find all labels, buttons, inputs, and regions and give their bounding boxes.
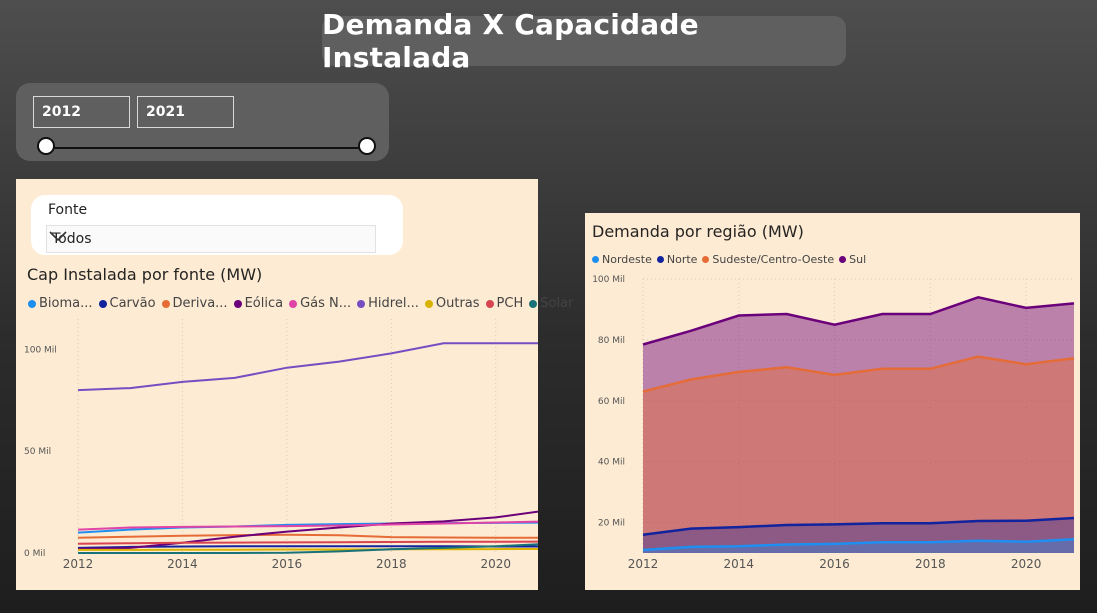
y-tick-label: 100 Mil	[24, 345, 57, 355]
chevron-down-icon[interactable]	[47, 226, 69, 246]
legend-dot-icon	[161, 299, 170, 308]
cap-legend-item[interactable]: Carvão	[98, 296, 156, 311]
x-tick-label: 2014	[167, 557, 198, 571]
legend-label: Deriva...	[172, 296, 228, 311]
area-fill-nordeste	[643, 539, 1074, 553]
x-tick-label: 2014	[724, 557, 755, 571]
cap-legend-item[interactable]: Outras	[424, 296, 480, 311]
legend-dot-icon	[702, 256, 710, 263]
legend-label: Norte	[666, 253, 698, 266]
demanda-panel: Demanda por região (MW) Nordeste Norte Sud…	[585, 213, 1080, 590]
x-tick-label: 2012	[628, 557, 659, 571]
end-year-input[interactable]: 2021	[137, 96, 234, 128]
legend-dot-icon	[28, 299, 36, 308]
y-tick-label: 20 Mil	[598, 519, 625, 529]
legend-dot-icon	[233, 299, 242, 308]
demanda-chart-legend: Nordeste Norte Sudeste/Centro-Oeste Sul	[592, 253, 871, 266]
series-line-outras[interactable]	[78, 547, 538, 551]
cap-line-chart: 0 Mil 50 Mil 100 Mil 2012 2014 2016 2018 2020	[24, 319, 538, 571]
legend-label: Bioma...	[39, 296, 93, 311]
legend-label: Sul	[849, 253, 867, 266]
legend-label: Outras	[435, 296, 480, 311]
x-tick-label: 2020	[481, 557, 512, 571]
y-tick-label: 0 Mil	[24, 549, 45, 559]
legend-label: Gás N...	[300, 296, 352, 311]
series-line-deriva[interactable]	[77, 533, 538, 539]
y-tick-label: 50 Mil	[24, 447, 51, 457]
slider-start-handle[interactable]	[37, 137, 55, 155]
legend-label: Carvão	[109, 296, 156, 311]
fonte-filter-dropdown[interactable]: Todos	[46, 225, 376, 253]
demanda-legend-item[interactable]: Nordeste	[592, 253, 652, 266]
cap-legend-item[interactable]: Hidrel...	[357, 296, 419, 311]
legend-dot-icon	[839, 256, 847, 263]
x-tick-label: 2018	[376, 557, 407, 571]
area-line-nordeste[interactable]	[642, 538, 1075, 552]
legend-label: Solar	[540, 296, 574, 311]
year-range-slicer[interactable]: 2012 2021	[16, 83, 389, 161]
cap-legend-item[interactable]: Eólica	[233, 296, 284, 311]
x-tick-label: 2012	[63, 557, 94, 571]
fonte-filter-label: Fonte	[48, 202, 88, 218]
y-tick-label: 80 Mil	[598, 336, 625, 346]
legend-label: PCH	[496, 296, 524, 311]
series-line-g-s-n[interactable]	[77, 520, 538, 531]
series-line-e-lica[interactable]	[77, 510, 538, 550]
y-tick-label: 40 Mil	[598, 458, 625, 468]
demanda-legend-item[interactable]: Sudeste/Centro-Oeste	[702, 253, 834, 266]
y-tick-label: 100 Mil	[592, 275, 625, 285]
cap-instalada-panel: Fonte Todos Cap Instalada por fonte (MW)…	[16, 179, 573, 590]
x-tick-label: 2018	[915, 557, 946, 571]
cap-legend-item[interactable]: PCH	[485, 296, 524, 311]
x-tick-label: 2016	[819, 557, 850, 571]
legend-dot-icon	[656, 256, 664, 263]
legend-label: Eólica	[244, 296, 284, 311]
area-line-sul[interactable]	[642, 296, 1075, 346]
series-line-pch[interactable]	[77, 540, 538, 545]
legend-dot-icon	[424, 299, 433, 308]
cap-chart-legend: Bioma... Carvão Deriva... Eólica Gás N... Hid…	[28, 296, 579, 311]
legend-label: Sudeste/Centro-Oeste	[712, 253, 835, 266]
area-fill-sudeste-centro-oeste	[643, 356, 1074, 553]
cap-chart-title: Cap Instalada por fonte (MW)	[27, 265, 263, 284]
area-line-norte[interactable]	[642, 516, 1075, 536]
y-tick-label: 60 Mil	[598, 397, 625, 407]
legend-dot-icon	[98, 299, 107, 308]
legend-dot-icon	[529, 299, 538, 308]
cap-legend-item[interactable]: Bioma...	[28, 296, 93, 311]
legend-dot-icon	[357, 299, 366, 308]
area-line-sudeste-centro-oeste[interactable]	[642, 355, 1075, 393]
fonte-filter-card: Fonte Todos	[31, 195, 403, 255]
demanda-area-chart: 20 Mil 40 Mil 60 Mil 80 Mil 100 Mil 2012 2014 2…	[592, 275, 1075, 571]
demanda-legend-item[interactable]: Norte	[656, 253, 698, 266]
slider-track[interactable]	[46, 147, 368, 149]
cap-legend-item[interactable]: Deriva...	[161, 296, 228, 311]
cap-legend-item[interactable]: Solar	[529, 296, 573, 311]
demanda-legend-item[interactable]: Sul	[839, 253, 866, 266]
area-fill-sul	[643, 297, 1074, 553]
legend-label: Nordeste	[602, 253, 652, 266]
legend-label: Hidrel...	[368, 296, 419, 311]
legend-dot-icon	[485, 299, 494, 308]
cap-legend-item[interactable]: Gás N...	[289, 296, 351, 311]
slider-end-handle[interactable]	[358, 137, 376, 155]
series-line-hidrel[interactable]	[77, 342, 538, 392]
start-year-input[interactable]: 2012	[33, 96, 130, 128]
series-line-solar[interactable]	[78, 543, 538, 554]
x-tick-label: 2020	[1011, 557, 1042, 571]
x-tick-label: 2016	[272, 557, 303, 571]
legend-dot-icon	[289, 299, 298, 308]
dashboard-title: Demanda X Capacidade Instalada	[322, 8, 846, 74]
demanda-chart-title: Demanda por região (MW)	[592, 222, 804, 241]
legend-dot-icon	[592, 256, 599, 263]
